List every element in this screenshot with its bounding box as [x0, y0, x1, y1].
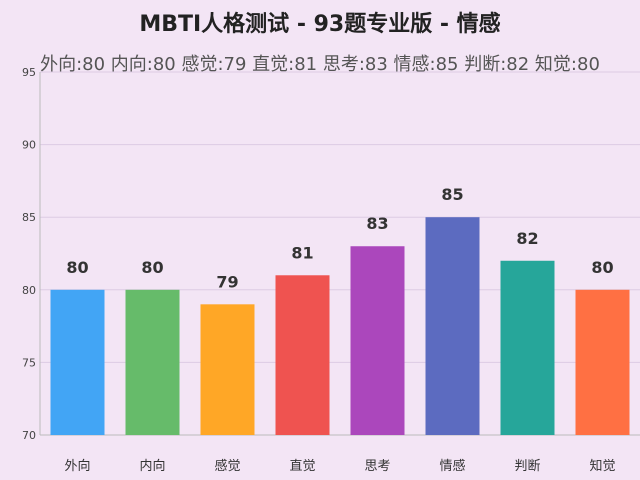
y-tick-label-85: 85: [22, 211, 36, 224]
data-label-外向: 80: [66, 258, 88, 277]
data-label-感觉: 79: [216, 272, 238, 291]
y-tick-label-95: 95: [22, 66, 36, 79]
chart-title: MBTI人格测试 - 93题专业版 - 情感: [139, 12, 501, 37]
bar-知觉: [575, 289, 630, 435]
bar-感觉: [200, 304, 255, 435]
x-tick-label-判断: 判断: [514, 459, 540, 474]
y-tick-label-70: 70: [22, 429, 36, 442]
data-label-直觉: 81: [291, 243, 313, 262]
bar-思考: [350, 246, 405, 435]
bar-情感: [425, 217, 480, 435]
chart-subtitle: 外向:80 内向:80 感觉:79 直觉:81 思考:83 情感:85 判断:8…: [40, 54, 600, 75]
y-tick-label-80: 80: [22, 284, 36, 297]
x-tick-label-直觉: 直觉: [289, 459, 315, 474]
y-tick-label-75: 75: [22, 356, 36, 369]
bar-内向: [125, 289, 180, 435]
x-tick-label-内向: 内向: [139, 458, 165, 474]
x-tick-label-情感: 情感: [439, 458, 465, 474]
data-label-内向: 80: [141, 258, 163, 277]
bar-判断: [500, 260, 555, 435]
x-tick-label-知觉: 知觉: [589, 458, 615, 474]
y-tick-label-90: 90: [22, 139, 36, 152]
data-label-知觉: 80: [591, 258, 613, 277]
data-label-判断: 82: [516, 229, 538, 248]
bar-外向: [50, 289, 105, 435]
bar-直觉: [275, 275, 330, 435]
data-label-情感: 85: [441, 185, 463, 204]
x-tick-label-思考: 思考: [364, 459, 390, 474]
x-tick-label-感觉: 感觉: [214, 458, 240, 474]
data-label-思考: 83: [366, 214, 388, 233]
x-tick-label-外向: 外向: [64, 458, 90, 474]
